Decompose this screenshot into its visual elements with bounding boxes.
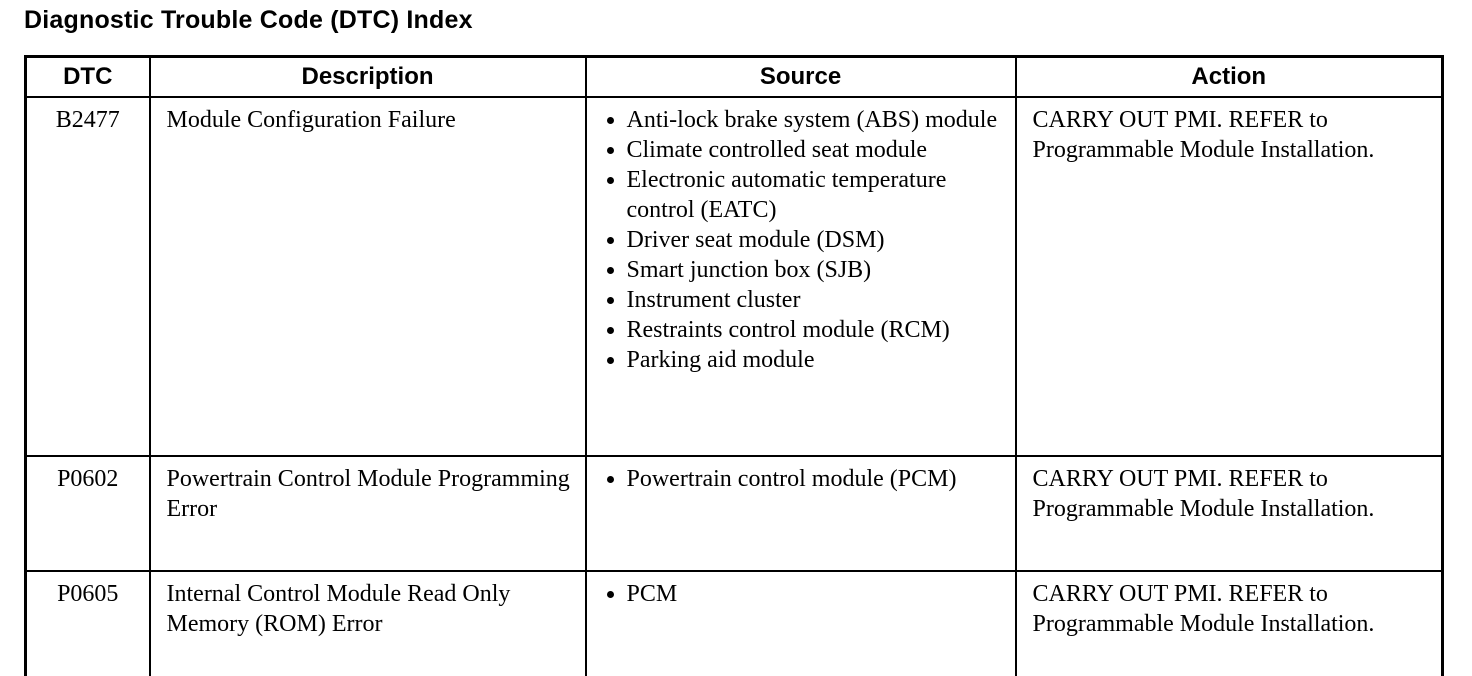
source-list: Powertrain control module (PCM)	[601, 464, 1009, 494]
dtc-index-table: DTC Description Source Action B2477 Modu…	[24, 55, 1444, 676]
description-cell: Powertrain Control Module Programming Er…	[148, 455, 587, 572]
header-row: DTC Description Source Action	[24, 55, 1444, 98]
dtc-code: P0605	[24, 570, 151, 676]
source-item: Restraints control module (RCM)	[627, 315, 1009, 345]
column-header-dtc: DTC	[24, 55, 151, 98]
source-item: Instrument cluster	[627, 285, 1009, 315]
source-list: PCM	[601, 579, 1009, 609]
page-title: Diagnostic Trouble Code (DTC) Index	[24, 6, 473, 34]
source-item: Powertrain control module (PCM)	[627, 464, 1009, 494]
action-cell: CARRY OUT PMI. REFER to Programmable Mod…	[1014, 570, 1444, 676]
table-row-b2477: B2477 Module Configuration Failure Anti-…	[24, 96, 1444, 457]
source-list: Anti-lock brake system (ABS) module Clim…	[601, 105, 1009, 375]
column-header-source: Source	[584, 55, 1017, 98]
dtc-code: P0602	[24, 455, 151, 572]
source-cell: Anti-lock brake system (ABS) module Clim…	[584, 96, 1017, 457]
action-cell: CARRY OUT PMI. REFER to Programmable Mod…	[1014, 455, 1444, 572]
source-item: Smart junction box (SJB)	[627, 255, 1009, 285]
table-row-p0602: P0602 Powertrain Control Module Programm…	[24, 455, 1444, 572]
column-header-description: Description	[148, 55, 587, 98]
description-cell: Module Configuration Failure	[148, 96, 587, 457]
source-item: Parking aid module	[627, 345, 1009, 375]
action-cell: CARRY OUT PMI. REFER to Programmable Mod…	[1014, 96, 1444, 457]
column-header-action: Action	[1014, 55, 1444, 98]
source-item: Anti-lock brake system (ABS) module	[627, 105, 1009, 135]
table-row-p0605: P0605 Internal Control Module Read Only …	[24, 570, 1444, 676]
source-item: Electronic automatic temperature control…	[627, 165, 1009, 225]
source-cell: PCM	[584, 570, 1017, 676]
source-item: PCM	[627, 579, 1009, 609]
description-cell: Internal Control Module Read Only Memory…	[148, 570, 587, 676]
source-item: Climate controlled seat module	[627, 135, 1009, 165]
source-cell: Powertrain control module (PCM)	[584, 455, 1017, 572]
dtc-code: B2477	[24, 96, 151, 457]
source-item: Driver seat module (DSM)	[627, 225, 1009, 255]
